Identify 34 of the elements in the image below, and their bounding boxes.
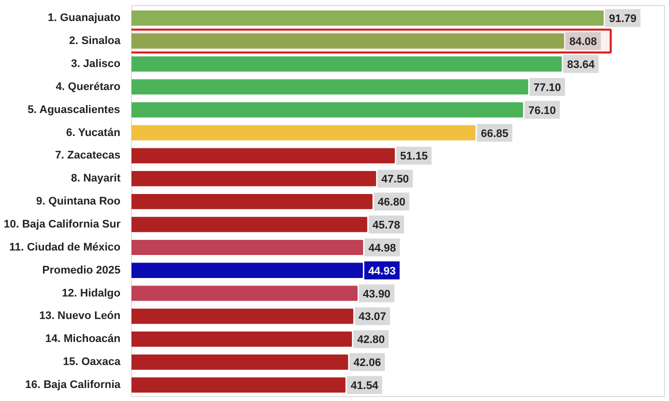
data-label: 44.98 bbox=[368, 242, 396, 254]
y-tick-label: 11. Ciudad de México bbox=[9, 241, 121, 254]
y-tick-label: 8. Nayarit bbox=[70, 172, 121, 185]
y-tick-label: 5. Aguascalientes bbox=[28, 104, 120, 116]
y-tick-label: 7. Zacatecas bbox=[55, 150, 120, 162]
data-label: 83.64 bbox=[567, 58, 596, 71]
data-label: 44.93 bbox=[368, 265, 396, 278]
y-tick-label: 14. Michoacán bbox=[45, 333, 121, 346]
y-tick-label: 4. Querétaro bbox=[56, 80, 121, 93]
y-tick-label: Promedio 2025 bbox=[42, 264, 121, 276]
data-label: 76.10 bbox=[528, 104, 556, 117]
y-tick-label: 15. Oaxaca bbox=[63, 356, 122, 368]
y-tick-label: 1. Guanajuato bbox=[48, 12, 121, 24]
y-tick-label: 10. Baja California Sur bbox=[4, 218, 122, 231]
y-tick-label: 13. Nuevo León bbox=[39, 310, 121, 322]
y-tick-label: 16. Baja California bbox=[25, 379, 122, 392]
data-label: 51.15 bbox=[400, 150, 428, 163]
data-label: 42.80 bbox=[357, 334, 385, 346]
y-tick-label: 12. Hidalgo bbox=[62, 287, 121, 300]
y-tick-label: 3. Jalisco bbox=[70, 58, 121, 70]
data-label: 42.06 bbox=[353, 357, 381, 370]
data-label: 43.90 bbox=[362, 288, 390, 300]
y-tick-label: 6. Yucatán bbox=[66, 126, 121, 139]
data-label: 43.07 bbox=[358, 311, 386, 324]
data-label: 45.78 bbox=[372, 220, 400, 232]
data-label: 91.79 bbox=[608, 13, 637, 26]
y-tick-label: 2. Sinaloa bbox=[69, 35, 122, 48]
data-label: 66.85 bbox=[480, 128, 508, 140]
data-label: 47.50 bbox=[381, 174, 409, 186]
data-label: 84.08 bbox=[569, 36, 597, 48]
data-label: 46.80 bbox=[378, 196, 406, 209]
y-tick-label: 9. Quintana Roo bbox=[36, 196, 121, 208]
data-label: 77.10 bbox=[534, 82, 562, 94]
data-label: 41.54 bbox=[350, 380, 380, 392]
